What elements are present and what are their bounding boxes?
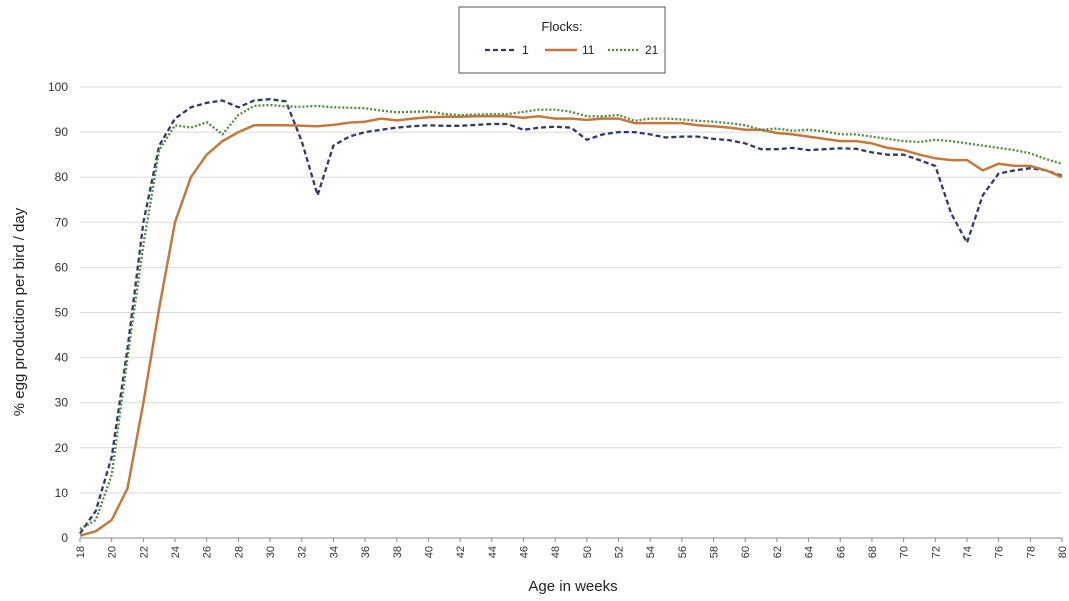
y-tick-label: 90 bbox=[55, 125, 69, 139]
gridlines bbox=[80, 86, 1062, 539]
x-tick-label: 50 bbox=[582, 546, 594, 558]
x-tick-label: 78 bbox=[1025, 546, 1037, 558]
legend-title: Flocks: bbox=[541, 19, 582, 34]
x-tick-label: 32 bbox=[297, 546, 309, 558]
x-tick-label: 22 bbox=[138, 546, 150, 558]
y-tick-label: 60 bbox=[55, 260, 69, 274]
y-tick-label: 50 bbox=[55, 306, 69, 320]
x-tick-label: 80 bbox=[1057, 546, 1069, 558]
x-tick-label: 38 bbox=[392, 546, 404, 558]
x-tick-label: 26 bbox=[202, 546, 214, 558]
y-axis-label: % egg production per bird / day bbox=[11, 207, 28, 416]
x-axis-ticks: 18 20 22 24 26 28 30 32 34 36 38 40 42 44 46 48 50 52 54 56… bbox=[75, 538, 1069, 558]
x-tick-label: 76 bbox=[994, 546, 1006, 558]
x-tick-label: 36 bbox=[360, 546, 372, 558]
x-tick-label: 18 bbox=[75, 546, 87, 558]
series-line-21 bbox=[79, 103, 1063, 530]
x-tick-label: 30 bbox=[265, 546, 277, 558]
x-tick-label: 48 bbox=[550, 546, 562, 558]
y-tick-label: 80 bbox=[55, 170, 69, 184]
x-tick-label: 44 bbox=[487, 546, 499, 558]
y-tick-label: 30 bbox=[55, 396, 69, 410]
x-tick-label: 66 bbox=[835, 546, 847, 558]
y-axis-ticks: 0 10 20 30 40 50 60 70 80 90 100 bbox=[48, 80, 68, 545]
x-tick-label: 70 bbox=[899, 546, 911, 558]
x-tick-label: 62 bbox=[772, 546, 784, 558]
x-tick-label: 46 bbox=[518, 546, 530, 558]
series-line-11 bbox=[79, 115, 1063, 537]
x-tick-label: 58 bbox=[709, 546, 721, 558]
x-tick-label: 52 bbox=[614, 546, 626, 558]
x-tick-label: 68 bbox=[867, 546, 879, 558]
x-tick-label: 24 bbox=[170, 546, 182, 558]
x-tick-label: 40 bbox=[423, 546, 435, 558]
series-lines bbox=[79, 98, 1063, 537]
x-tick-label: 64 bbox=[804, 546, 816, 558]
legend: Flocks: 1 11 21 bbox=[458, 6, 666, 74]
legend-box bbox=[458, 6, 666, 74]
y-tick-label: 40 bbox=[55, 351, 69, 365]
x-tick-label: 60 bbox=[740, 546, 752, 558]
x-tick-label: 74 bbox=[962, 546, 974, 558]
x-tick-label: 34 bbox=[328, 546, 340, 558]
y-tick-label: 100 bbox=[48, 80, 68, 94]
legend-label-11: 11 bbox=[582, 43, 595, 57]
legend-items: 1 11 21 bbox=[485, 43, 659, 57]
y-tick-label: 70 bbox=[55, 215, 69, 229]
x-tick-label: 56 bbox=[677, 546, 689, 558]
y-tick-label: 20 bbox=[55, 441, 69, 455]
x-tick-label: 54 bbox=[645, 546, 657, 558]
y-tick-label: 10 bbox=[55, 486, 69, 500]
legend-label-21: 21 bbox=[645, 43, 659, 57]
x-tick-label: 42 bbox=[455, 546, 467, 558]
x-tick-label: 28 bbox=[233, 546, 245, 558]
series-line-1 bbox=[79, 98, 1063, 535]
x-axis-label: Age in weeks bbox=[528, 578, 617, 595]
y-tick-label: 0 bbox=[61, 531, 68, 545]
legend-label-1: 1 bbox=[522, 43, 529, 57]
x-tick-label: 72 bbox=[930, 546, 942, 558]
x-tick-label: 20 bbox=[107, 546, 119, 558]
